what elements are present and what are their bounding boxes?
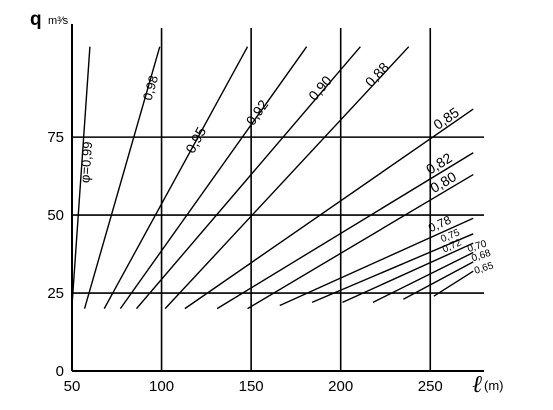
- tick-labels: 50 100 150 200 250 0 25 50 75: [47, 129, 442, 395]
- series-line: [342, 242, 474, 304]
- series-line: [83, 46, 161, 309]
- x-tick-label: 200: [328, 378, 353, 395]
- series-line: [279, 217, 474, 307]
- y-tick-label: 75: [47, 129, 64, 146]
- series-line: [103, 46, 249, 309]
- y-tick-label: 25: [47, 285, 64, 302]
- series-line: [311, 233, 474, 304]
- series-line: [164, 46, 410, 310]
- x-axis-unit: (m): [484, 378, 504, 393]
- series-line: [135, 46, 361, 310]
- x-tick-label: 250: [418, 378, 443, 395]
- series-line: [372, 251, 474, 304]
- x-tick-label: 100: [149, 378, 174, 395]
- x-tick-label: 150: [239, 378, 264, 395]
- y-axis-symbol: q: [30, 9, 42, 30]
- series-line: [247, 173, 474, 310]
- x-tick-label: 50: [64, 378, 81, 395]
- y-tick-label: 0: [56, 363, 64, 380]
- series-label: 0,90: [305, 72, 335, 103]
- series-label: 0,88: [362, 59, 392, 90]
- x-axis-symbol: ℓ: [472, 370, 482, 398]
- grid: [71, 24, 484, 372]
- series-lines: [71, 46, 474, 310]
- series-label: 0,98: [140, 74, 161, 102]
- y-tick-label: 50: [47, 207, 64, 224]
- series-line: [184, 108, 474, 310]
- series-line: [403, 261, 474, 300]
- series-line: [71, 46, 91, 306]
- series-line: [216, 152, 474, 310]
- series-label: 0,95: [182, 124, 209, 156]
- series-line: [433, 270, 474, 297]
- series-label: φ=0,99: [77, 141, 95, 183]
- y-axis-unit: m³⁄s: [48, 15, 69, 27]
- series-line: [119, 46, 308, 310]
